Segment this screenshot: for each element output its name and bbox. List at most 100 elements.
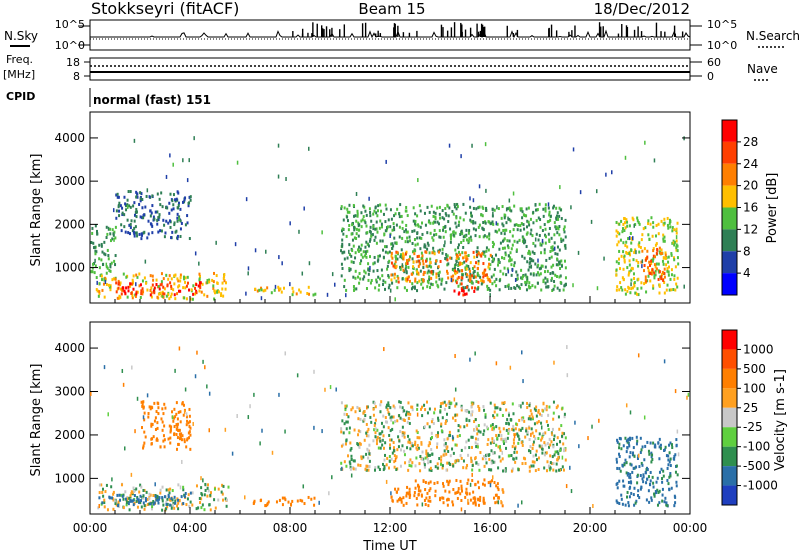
velocity-cell: [483, 423, 486, 427]
power-cell: [490, 275, 493, 279]
velocity-cell: [558, 427, 561, 431]
power-speck: [595, 189, 598, 194]
velocity-cell: [303, 502, 306, 506]
power-cell: [469, 218, 472, 222]
velocity-cell: [503, 468, 506, 472]
power-cell: [455, 256, 458, 260]
velocity-cell: [564, 458, 567, 462]
power-cell: [432, 220, 435, 224]
power-cell: [555, 214, 558, 218]
velocity-cell: [528, 415, 531, 419]
velocity-cell: [381, 438, 384, 442]
power-cell: [365, 255, 368, 259]
velocity-cell: [189, 426, 192, 430]
power-cell: [351, 223, 354, 227]
velocity-cell: [417, 446, 420, 450]
power-cell: [555, 263, 558, 267]
power-cell: [496, 230, 499, 234]
velocity-cell: [363, 438, 366, 442]
velocity-cell: [358, 408, 361, 412]
power-cell: [175, 197, 178, 201]
power-cell: [437, 271, 440, 275]
velocity-cell: [482, 405, 485, 409]
velocity-cell: [340, 461, 343, 465]
power-cell: [513, 261, 516, 265]
power-cell: [428, 264, 431, 268]
power-cell: [459, 216, 462, 220]
power-cell: [398, 225, 401, 229]
power-cell: [401, 256, 404, 260]
velocity-cell: [640, 448, 643, 452]
velocity-cell: [422, 479, 425, 483]
power-cell: [455, 207, 458, 211]
velocity-cell: [419, 489, 422, 493]
velocity-cell: [356, 405, 359, 409]
power-cell: [469, 205, 472, 209]
velocity-cell: [448, 434, 451, 438]
power-cell: [98, 257, 101, 261]
power-cell: [183, 296, 186, 300]
velocity-cell: [482, 496, 485, 500]
power-cell: [384, 280, 387, 284]
power-cell: [649, 271, 652, 275]
velocity-cell: [627, 480, 630, 484]
freq-series: [90, 65, 690, 73]
velocity-cell: [340, 401, 343, 405]
power-cell: [522, 223, 525, 227]
velocity-cell: [625, 471, 628, 475]
velocity-cell: [476, 442, 479, 446]
power-cell: [540, 266, 543, 270]
velocity-cell: [373, 468, 376, 472]
velocity-cell: [169, 427, 172, 431]
power-speck: [460, 154, 462, 159]
power-cell: [454, 272, 457, 276]
power-cell: [544, 227, 547, 231]
velocity-cell: [428, 489, 431, 493]
power-cell: [447, 262, 450, 266]
power-cell: [489, 288, 492, 292]
y-tick-label: 1000: [54, 261, 85, 275]
power-cell: [118, 214, 121, 218]
velocity-cell: [508, 429, 511, 433]
velocity-cell: [157, 406, 160, 410]
velocity-cell: [186, 497, 189, 501]
power-cell: [563, 230, 566, 234]
velocity-cell: [620, 447, 623, 451]
velocity-cell: [656, 503, 659, 507]
power-cell: [619, 238, 622, 242]
velocity-cell: [505, 421, 508, 425]
power-cell: [139, 197, 142, 201]
velocity-cell: [403, 449, 406, 453]
power-cell: [453, 203, 456, 207]
velocity-cell: [491, 423, 494, 427]
power-cell: [657, 222, 660, 226]
velocity-cell: [633, 486, 636, 490]
power-cell: [139, 283, 142, 287]
power-cell: [455, 225, 458, 229]
power-cell: [502, 228, 505, 232]
power-cell: [156, 295, 159, 299]
velocity-cell: [482, 482, 485, 486]
velocity-cell: [641, 445, 644, 449]
power-cell: [386, 225, 389, 229]
velocity-cell: [534, 453, 537, 457]
velocity-cell: [497, 466, 500, 470]
power-cell: [357, 248, 360, 252]
velocity-cell: [530, 464, 533, 468]
power-cell: [675, 246, 678, 250]
velocity-cell: [507, 421, 510, 425]
power-cell: [417, 224, 420, 228]
power-speck: [635, 250, 637, 255]
power-cell: [386, 251, 389, 255]
power-speck: [508, 198, 511, 203]
velocity-cell: [117, 504, 120, 508]
power-cell: [186, 214, 189, 218]
power-cell: [420, 278, 423, 282]
power-cell: [521, 239, 524, 243]
velocity-cell: [401, 418, 404, 422]
velocity-cell: [622, 444, 625, 448]
velocity-cell: [415, 496, 418, 500]
velocity-cell: [507, 454, 510, 458]
power-cell: [123, 225, 126, 229]
power-cell: [468, 274, 471, 278]
